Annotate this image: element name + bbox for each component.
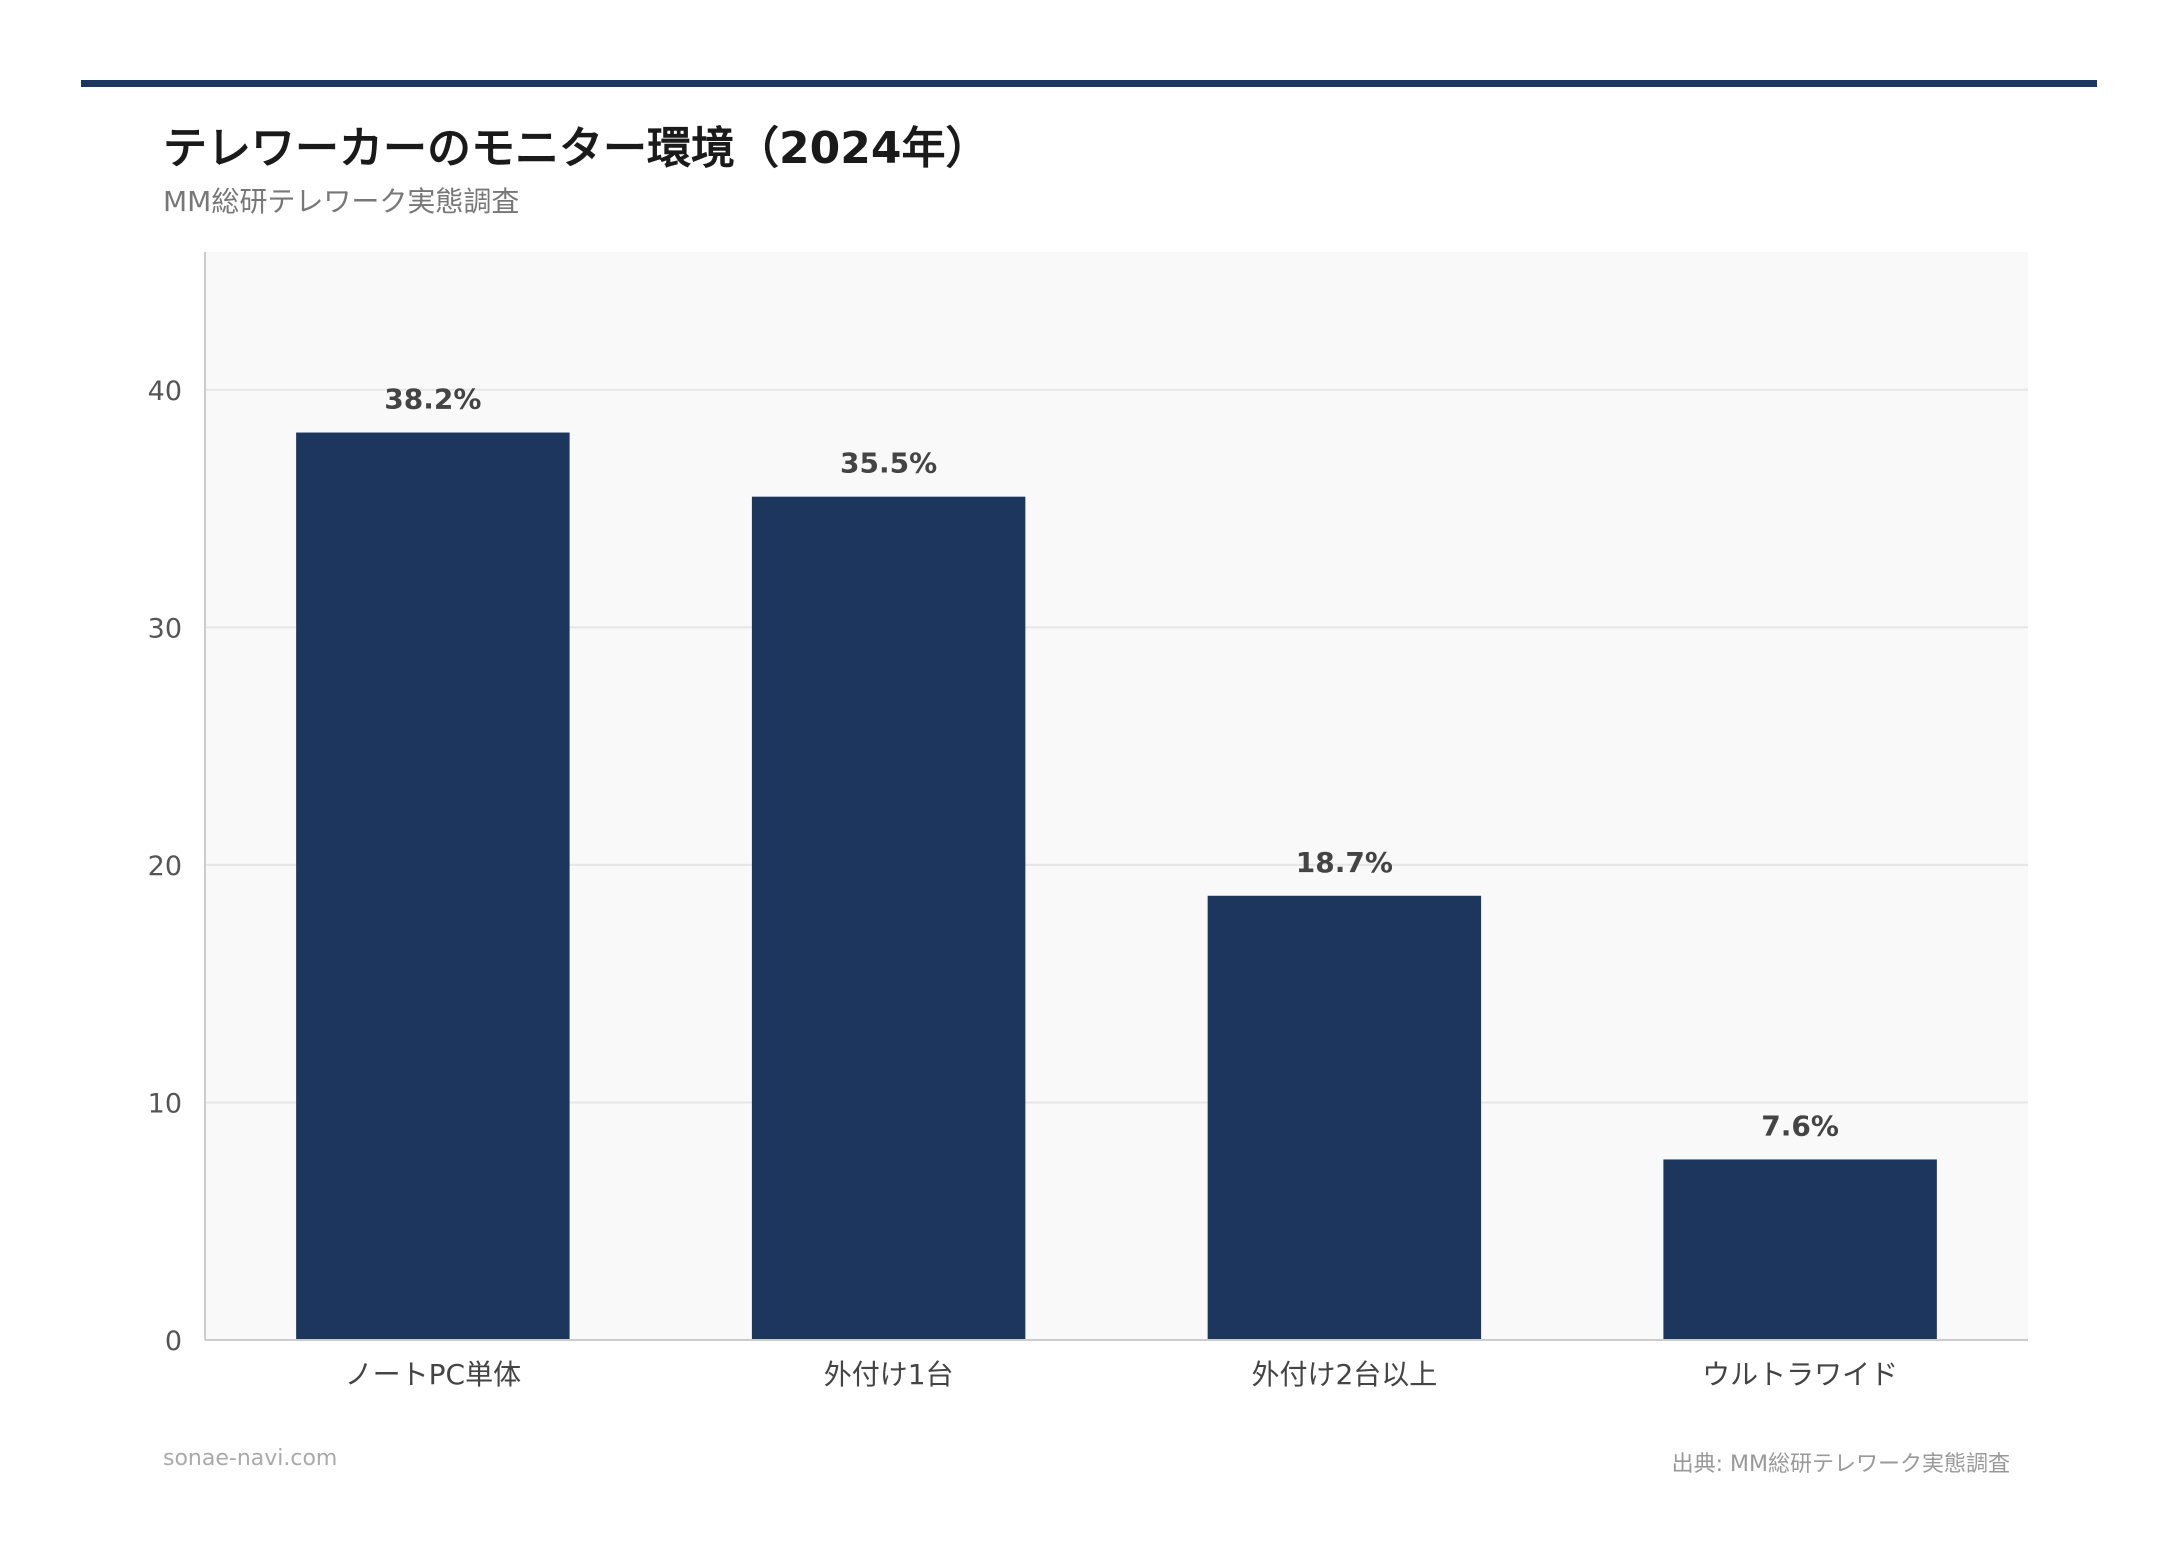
top-accent-rule xyxy=(81,80,2097,87)
bars xyxy=(296,432,1937,1340)
category-labels: ノートPC単体 外付け1台 外付け2台以上 ウルトラワイド xyxy=(345,1358,1898,1391)
site-credit: sonae-navi.com xyxy=(163,1446,338,1471)
data-label-0: 38.2% xyxy=(384,383,481,416)
y-tick-label-2: 20 xyxy=(148,851,182,882)
data-label-2: 18.7% xyxy=(1296,846,1393,879)
category-label-0: ノートPC単体 xyxy=(345,1358,521,1391)
y-tick-label-4: 40 xyxy=(148,376,182,407)
category-label-3: ウルトラワイド xyxy=(1702,1358,1898,1391)
y-tick-labels: 0 10 20 30 40 xyxy=(148,376,182,1357)
data-label-1: 35.5% xyxy=(840,447,937,480)
y-tick-label-1: 10 xyxy=(148,1088,182,1119)
category-label-2: 外付け2台以上 xyxy=(1251,1358,1437,1391)
y-tick-label-0: 0 xyxy=(165,1326,182,1357)
bar-3 xyxy=(1663,1159,1937,1340)
bar-2 xyxy=(1207,895,1482,1340)
bar-0 xyxy=(296,432,570,1340)
category-label-1: 外付け1台 xyxy=(824,1358,954,1391)
y-tick-label-3: 30 xyxy=(148,613,182,644)
bar-1 xyxy=(751,496,1026,1340)
source-credit: 出典: MM総研テレワーク実態調査 xyxy=(1671,1452,2010,1477)
data-label-3: 7.6% xyxy=(1761,1109,1839,1142)
chart-title: テレワーカーのモニター環境（2024年） xyxy=(163,123,990,174)
chart-subtitle: MM総研テレワーク実態調査 xyxy=(163,185,520,218)
data-labels: 38.2% 35.5% 18.7% 7.6% xyxy=(384,383,1839,1143)
